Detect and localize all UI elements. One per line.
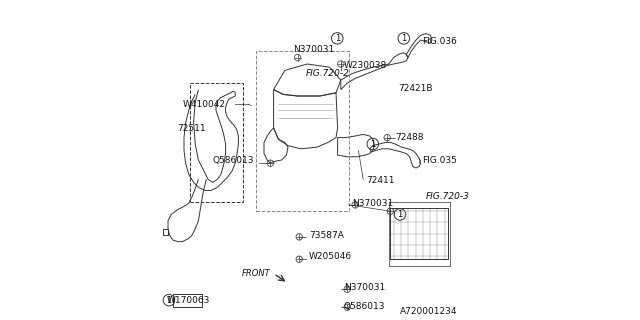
Text: 1: 1 xyxy=(335,34,340,43)
Text: 72411: 72411 xyxy=(366,176,395,185)
Text: N370031: N370031 xyxy=(292,45,334,54)
Text: 73587A: 73587A xyxy=(309,231,344,240)
Text: Q586013: Q586013 xyxy=(344,302,385,311)
Text: 1: 1 xyxy=(401,34,406,43)
Text: FIG.036: FIG.036 xyxy=(422,37,457,46)
Text: N370031: N370031 xyxy=(352,199,393,208)
Text: FIG.720-3: FIG.720-3 xyxy=(426,192,470,201)
Text: FIG.720-2: FIG.720-2 xyxy=(306,69,349,78)
Text: W410042: W410042 xyxy=(182,100,226,108)
Text: W205046: W205046 xyxy=(309,252,352,261)
Bar xyxy=(256,51,349,211)
Text: FRONT: FRONT xyxy=(242,269,270,278)
Text: Q586013: Q586013 xyxy=(213,156,254,164)
Text: 1: 1 xyxy=(370,140,376,148)
Text: 72421B: 72421B xyxy=(398,84,433,92)
Text: A720001234: A720001234 xyxy=(400,308,458,316)
Text: 1: 1 xyxy=(397,210,403,219)
Text: W170063: W170063 xyxy=(167,296,211,305)
Bar xyxy=(191,83,243,202)
Text: FIG.035: FIG.035 xyxy=(422,156,457,164)
Text: W230038: W230038 xyxy=(344,61,387,70)
Text: 72488: 72488 xyxy=(396,133,424,142)
Text: 1: 1 xyxy=(166,296,172,305)
Text: N370031: N370031 xyxy=(344,283,385,292)
Text: 72511: 72511 xyxy=(178,124,206,132)
